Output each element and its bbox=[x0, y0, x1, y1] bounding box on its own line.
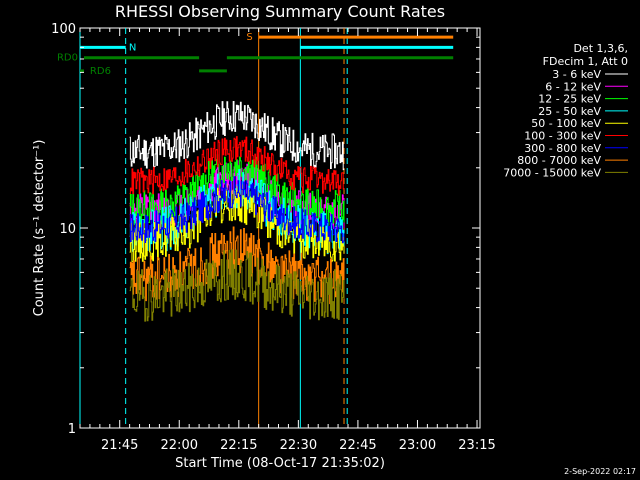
x-axis: 21:45 22:00 22:15 22:30 22:45 23:00 23:15 bbox=[79, 28, 496, 453]
legend-label: 6 - 12 keV bbox=[545, 80, 601, 93]
legend-label: 800 - 7000 keV bbox=[517, 154, 601, 167]
footer-date: 2-Sep-2022 02:17 bbox=[564, 467, 636, 476]
x-tick-label: 23:00 bbox=[399, 438, 436, 453]
legend-label: 7000 - 15000 keV bbox=[503, 166, 601, 179]
x-tick-label: 22:45 bbox=[339, 438, 376, 453]
y-tick-label: 100 bbox=[51, 22, 76, 37]
flag-label-rd0: RD0 bbox=[57, 53, 78, 64]
flag-bars: N S RD0 RD6 bbox=[57, 32, 454, 77]
y-tick-label: 1 bbox=[68, 422, 76, 437]
legend-label: 100 - 300 keV bbox=[524, 130, 601, 143]
series-layer bbox=[129, 101, 345, 322]
flag-label-n: N bbox=[129, 42, 136, 53]
legend-label: 300 - 800 keV bbox=[524, 142, 601, 155]
x-tick-label: 22:15 bbox=[220, 438, 257, 453]
legend-label: 25 - 50 keV bbox=[538, 105, 601, 118]
x-axis-label: Start Time (08-Oct-17 21:35:02) bbox=[175, 456, 385, 471]
legend-label: 3 - 6 keV bbox=[552, 68, 601, 81]
chart-title: RHESSI Observing Summary Count Rates bbox=[115, 2, 445, 21]
series-300-800-kev bbox=[129, 176, 345, 244]
x-tick-label: 22:00 bbox=[161, 438, 198, 453]
series-3-6-kev bbox=[129, 101, 345, 171]
legend-label: 50 - 100 keV bbox=[531, 117, 601, 130]
x-tick-label: 22:30 bbox=[280, 438, 317, 453]
x-tick-label: 21:45 bbox=[101, 438, 138, 453]
legend-header-decimation: FDecim 1, Att 0 bbox=[543, 55, 628, 68]
legend-header-detectors: Det 1,3,6, bbox=[573, 42, 628, 55]
series-100-300-kev bbox=[129, 136, 345, 196]
y-axis: 1 10 100 bbox=[51, 22, 480, 437]
x-tick-label: 23:15 bbox=[458, 438, 495, 453]
series-7000-15000-kev bbox=[129, 249, 345, 322]
legend-label: 12 - 25 keV bbox=[538, 93, 601, 106]
y-tick-label: 10 bbox=[59, 222, 76, 237]
flag-label-rd6: RD6 bbox=[90, 66, 111, 77]
flag-label-s: S bbox=[246, 32, 252, 43]
y-axis-label: Count Rate (s⁻¹ detector⁻¹) bbox=[32, 140, 47, 317]
